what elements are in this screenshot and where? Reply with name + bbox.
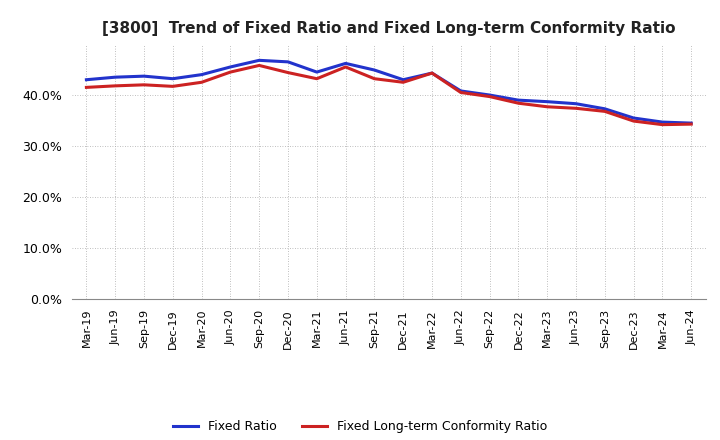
Fixed Long-term Conformity Ratio (658, 122, 667, 127)
Fixed Long-term Conformity Ratio (629, 118, 638, 124)
Fixed Long-term Conformity Ratio (456, 90, 465, 95)
Fixed Ratio (111, 74, 120, 80)
Fixed Ratio (514, 98, 523, 103)
Fixed Ratio (428, 70, 436, 76)
Title: [3800]  Trend of Fixed Ratio and Fixed Long-term Conformity Ratio: [3800] Trend of Fixed Ratio and Fixed Lo… (102, 21, 675, 36)
Fixed Ratio (399, 77, 408, 82)
Fixed Long-term Conformity Ratio (168, 84, 177, 89)
Fixed Ratio (485, 92, 494, 98)
Fixed Long-term Conformity Ratio (82, 85, 91, 90)
Fixed Ratio (543, 99, 552, 104)
Fixed Ratio (341, 61, 350, 66)
Fixed Ratio (370, 67, 379, 73)
Fixed Ratio (629, 115, 638, 121)
Fixed Long-term Conformity Ratio (284, 70, 292, 75)
Fixed Long-term Conformity Ratio (341, 64, 350, 70)
Line: Fixed Long-term Conformity Ratio: Fixed Long-term Conformity Ratio (86, 66, 691, 125)
Fixed Long-term Conformity Ratio (370, 76, 379, 81)
Fixed Long-term Conformity Ratio (428, 70, 436, 76)
Fixed Long-term Conformity Ratio (543, 104, 552, 110)
Fixed Long-term Conformity Ratio (399, 80, 408, 85)
Fixed Ratio (197, 72, 206, 77)
Line: Fixed Ratio: Fixed Ratio (86, 60, 691, 123)
Fixed Ratio (226, 64, 235, 70)
Fixed Ratio (140, 73, 148, 79)
Fixed Ratio (284, 59, 292, 65)
Fixed Ratio (572, 101, 580, 106)
Fixed Ratio (658, 119, 667, 125)
Fixed Ratio (255, 58, 264, 63)
Fixed Long-term Conformity Ratio (485, 94, 494, 99)
Fixed Long-term Conformity Ratio (514, 101, 523, 106)
Fixed Ratio (600, 106, 609, 111)
Fixed Ratio (168, 76, 177, 81)
Fixed Long-term Conformity Ratio (600, 109, 609, 114)
Fixed Ratio (82, 77, 91, 82)
Legend: Fixed Ratio, Fixed Long-term Conformity Ratio: Fixed Ratio, Fixed Long-term Conformity … (168, 415, 552, 438)
Fixed Long-term Conformity Ratio (687, 121, 696, 127)
Fixed Long-term Conformity Ratio (226, 70, 235, 75)
Fixed Long-term Conformity Ratio (111, 83, 120, 88)
Fixed Long-term Conformity Ratio (312, 76, 321, 81)
Fixed Ratio (687, 121, 696, 126)
Fixed Long-term Conformity Ratio (255, 63, 264, 68)
Fixed Ratio (456, 88, 465, 94)
Fixed Long-term Conformity Ratio (572, 106, 580, 111)
Fixed Ratio (312, 70, 321, 75)
Fixed Long-term Conformity Ratio (197, 80, 206, 85)
Fixed Long-term Conformity Ratio (140, 82, 148, 88)
